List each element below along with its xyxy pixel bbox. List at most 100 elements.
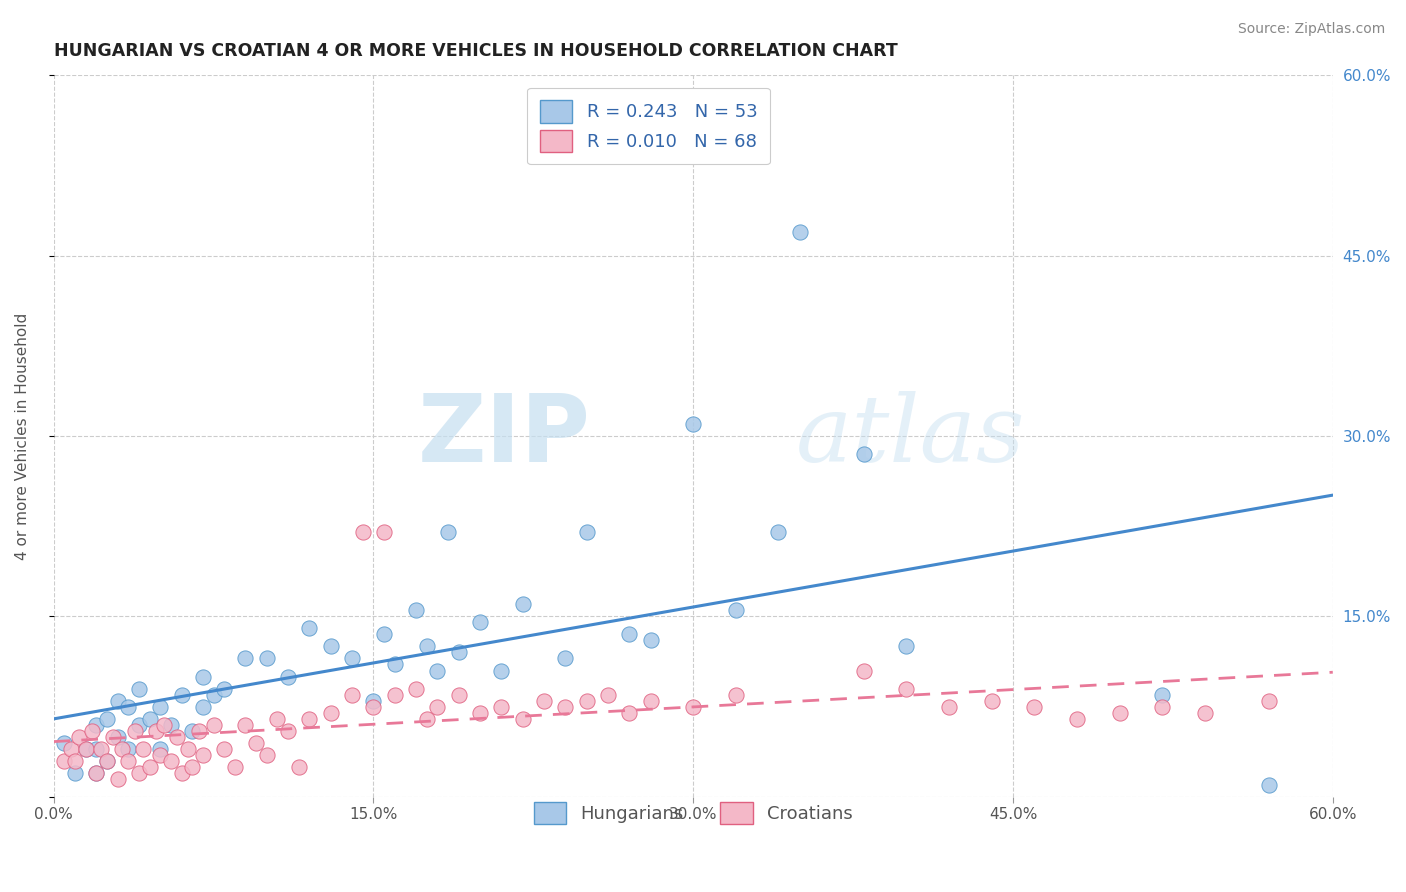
- Point: [212, 681, 235, 696]
- Point: [768, 525, 790, 540]
- Point: [682, 699, 704, 714]
- Point: [1108, 706, 1130, 720]
- Point: [75, 741, 97, 756]
- Point: [980, 693, 1002, 707]
- Point: [117, 699, 139, 714]
- Point: [384, 688, 406, 702]
- Point: [128, 717, 150, 731]
- Point: [363, 699, 385, 714]
- Point: [170, 688, 193, 702]
- Point: [724, 688, 747, 702]
- Point: [149, 747, 172, 762]
- Point: [288, 760, 311, 774]
- Point: [80, 723, 103, 738]
- Point: [63, 765, 86, 780]
- Point: [491, 699, 513, 714]
- Point: [107, 730, 129, 744]
- Point: [170, 765, 193, 780]
- Point: [89, 741, 111, 756]
- Point: [575, 693, 598, 707]
- Point: [277, 723, 299, 738]
- Point: [117, 754, 139, 768]
- Point: [298, 622, 321, 636]
- Point: [1066, 712, 1088, 726]
- Point: [132, 741, 155, 756]
- Point: [682, 417, 704, 431]
- Point: [84, 765, 107, 780]
- Point: [319, 706, 342, 720]
- Point: [426, 664, 449, 678]
- Point: [177, 741, 200, 756]
- Text: Source: ZipAtlas.com: Source: ZipAtlas.com: [1237, 22, 1385, 37]
- Point: [468, 706, 491, 720]
- Point: [266, 712, 288, 726]
- Point: [256, 651, 278, 665]
- Point: [128, 765, 150, 780]
- Point: [96, 754, 118, 768]
- Point: [896, 640, 918, 654]
- Point: [340, 651, 363, 665]
- Point: [145, 723, 167, 738]
- Point: [153, 717, 176, 731]
- Point: [512, 712, 534, 726]
- Point: [352, 525, 374, 540]
- Point: [852, 664, 875, 678]
- Point: [191, 747, 214, 762]
- Point: [619, 627, 641, 641]
- Point: [447, 645, 470, 659]
- Point: [277, 669, 299, 683]
- Point: [245, 736, 267, 750]
- Point: [938, 699, 960, 714]
- Point: [53, 754, 76, 768]
- Point: [468, 615, 491, 630]
- Text: HUNGARIAN VS CROATIAN 4 OR MORE VEHICLES IN HOUSEHOLD CORRELATION CHART: HUNGARIAN VS CROATIAN 4 OR MORE VEHICLES…: [53, 42, 897, 60]
- Point: [619, 706, 641, 720]
- Point: [1257, 778, 1279, 792]
- Point: [75, 741, 97, 756]
- Point: [191, 699, 214, 714]
- Point: [363, 693, 385, 707]
- Point: [212, 741, 235, 756]
- Point: [373, 627, 395, 641]
- Point: [426, 699, 449, 714]
- Point: [405, 681, 427, 696]
- Point: [298, 712, 321, 726]
- Point: [181, 723, 204, 738]
- Point: [415, 712, 437, 726]
- Point: [373, 525, 395, 540]
- Point: [596, 688, 619, 702]
- Point: [415, 640, 437, 654]
- Point: [1152, 699, 1174, 714]
- Point: [138, 760, 160, 774]
- Point: [554, 651, 576, 665]
- Point: [235, 651, 257, 665]
- Point: [789, 225, 811, 239]
- Point: [319, 640, 342, 654]
- Point: [84, 765, 107, 780]
- Point: [138, 712, 160, 726]
- Point: [384, 657, 406, 672]
- Point: [63, 754, 86, 768]
- Point: [181, 760, 204, 774]
- Text: atlas: atlas: [796, 391, 1025, 481]
- Point: [235, 717, 257, 731]
- Point: [160, 754, 183, 768]
- Point: [852, 447, 875, 461]
- Point: [896, 681, 918, 696]
- Point: [187, 723, 209, 738]
- Point: [160, 717, 183, 731]
- Point: [128, 681, 150, 696]
- Point: [53, 736, 76, 750]
- Point: [124, 723, 146, 738]
- Point: [111, 741, 134, 756]
- Point: [1152, 688, 1174, 702]
- Point: [491, 664, 513, 678]
- Point: [67, 730, 90, 744]
- Point: [84, 717, 107, 731]
- Point: [575, 525, 598, 540]
- Point: [59, 741, 82, 756]
- Point: [256, 747, 278, 762]
- Point: [103, 730, 125, 744]
- Point: [202, 717, 225, 731]
- Point: [447, 688, 470, 702]
